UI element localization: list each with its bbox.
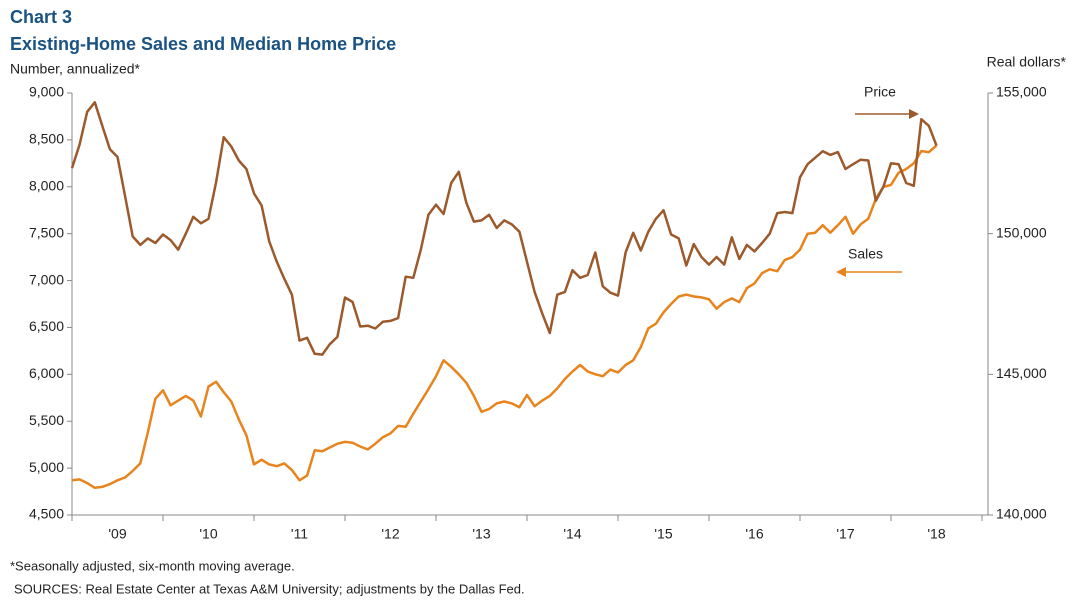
footnote: *Seasonally adjusted, six-month moving a… — [10, 558, 295, 573]
annotation: Sales — [848, 246, 883, 262]
x-tick-label: '16 — [745, 526, 763, 542]
y-tick-label: 5,500 — [29, 412, 64, 428]
y-tick-label: 9,000 — [29, 84, 64, 100]
y-tick-label: 6,000 — [29, 365, 64, 381]
y2-tick-label: 145,000 — [996, 365, 1047, 381]
y2-tick-label: 155,000 — [996, 84, 1047, 100]
y-tick-label: 7,500 — [29, 224, 64, 240]
line-series — [70, 101, 938, 356]
y-axis-label: Number, annualized* — [10, 61, 141, 77]
x-tick-label: '18 — [927, 526, 945, 542]
x-tick-label: '11 — [291, 526, 308, 542]
y-tick-label: 4,500 — [29, 506, 64, 522]
y-tick-label: 8,000 — [29, 177, 64, 193]
chart-title: Chart 3 — [10, 7, 72, 27]
chart-subtitle: Existing-Home Sales and Median Home Pric… — [10, 34, 396, 54]
x-tick-label: '10 — [199, 526, 217, 542]
x-tick-label: '14 — [563, 526, 581, 542]
y-tick-label: 7,000 — [29, 271, 64, 287]
y-tick-label: 6,500 — [29, 318, 64, 334]
y2-axis-label: Real dollars* — [987, 54, 1067, 70]
source: SOURCES: Real Estate Center at Texas A&M… — [14, 581, 525, 596]
x-tick-label: '15 — [654, 526, 672, 542]
y-tick-label: 5,000 — [29, 459, 64, 475]
line-series — [71, 144, 938, 490]
sales-arrow — [836, 267, 902, 277]
annotation: Price — [864, 84, 896, 100]
x-tick-label: '13 — [472, 526, 490, 542]
y2-tick-label: 150,000 — [996, 224, 1047, 240]
x-tick-label: '09 — [108, 526, 126, 542]
x-tick-label: '17 — [836, 526, 854, 542]
x-tick-label: '12 — [381, 526, 399, 542]
price-arrow — [855, 109, 919, 119]
y-tick-label: 8,500 — [29, 131, 64, 147]
y2-tick-label: 140,000 — [996, 506, 1047, 522]
